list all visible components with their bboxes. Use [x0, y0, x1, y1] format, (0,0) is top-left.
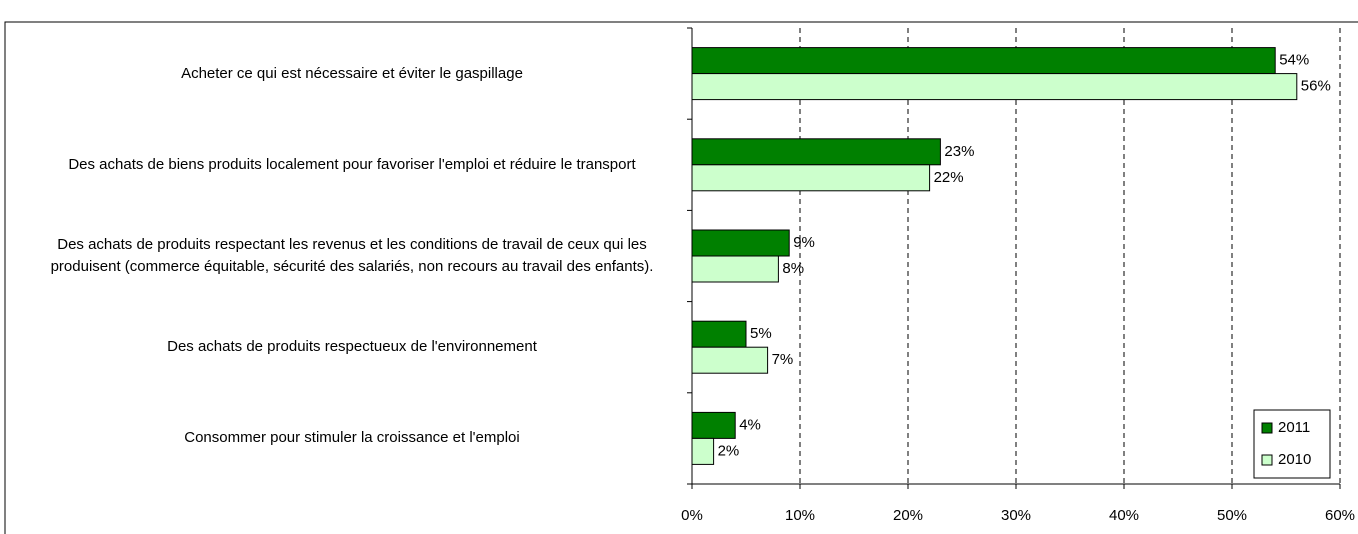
- value-label: 2%: [718, 442, 740, 459]
- legend-label: 2011: [1278, 419, 1310, 436]
- bar: [691, 229, 790, 257]
- legend-swatch: [1261, 422, 1273, 434]
- bar: [691, 255, 779, 283]
- value-label: 22%: [934, 169, 964, 186]
- bar: [691, 164, 931, 192]
- x-tick-label: 20%: [893, 507, 923, 524]
- value-label: 4%: [739, 416, 761, 433]
- category-label: Consommer pour stimuler la croissance et…: [184, 429, 520, 447]
- value-label: 5%: [750, 325, 772, 342]
- category-label: Des achats de produits respectant les re…: [50, 236, 654, 275]
- legend-label: 2010: [1278, 451, 1311, 468]
- bar: [691, 138, 941, 166]
- bar: [691, 320, 747, 348]
- legend-box: [1253, 409, 1331, 479]
- category-label: Des achats de biens produits localement …: [68, 155, 636, 173]
- x-tick-label: 10%: [785, 507, 815, 524]
- x-tick-label: 50%: [1217, 507, 1247, 524]
- value-label: 7%: [772, 351, 794, 368]
- x-tick-label: 40%: [1109, 507, 1139, 524]
- category-label: Des achats de produits respectueux de l'…: [167, 338, 537, 356]
- bar: [691, 47, 1276, 75]
- value-label: 54%: [1279, 52, 1309, 69]
- bar: [691, 437, 715, 465]
- bar: [691, 346, 769, 374]
- x-tick-label: 0%: [681, 507, 703, 524]
- value-label: 8%: [782, 260, 804, 277]
- value-label: 56%: [1301, 78, 1331, 95]
- bar: [691, 73, 1298, 101]
- value-label: 9%: [793, 234, 815, 251]
- x-tick-label: 60%: [1325, 507, 1355, 524]
- category-label: Acheter ce qui est nécessaire et éviter …: [181, 64, 523, 82]
- chart-frame: [4, 21, 1358, 534]
- x-tick-label: 30%: [1001, 507, 1031, 524]
- legend-swatch: [1261, 454, 1273, 466]
- value-label: 23%: [944, 143, 974, 160]
- bar: [691, 411, 736, 439]
